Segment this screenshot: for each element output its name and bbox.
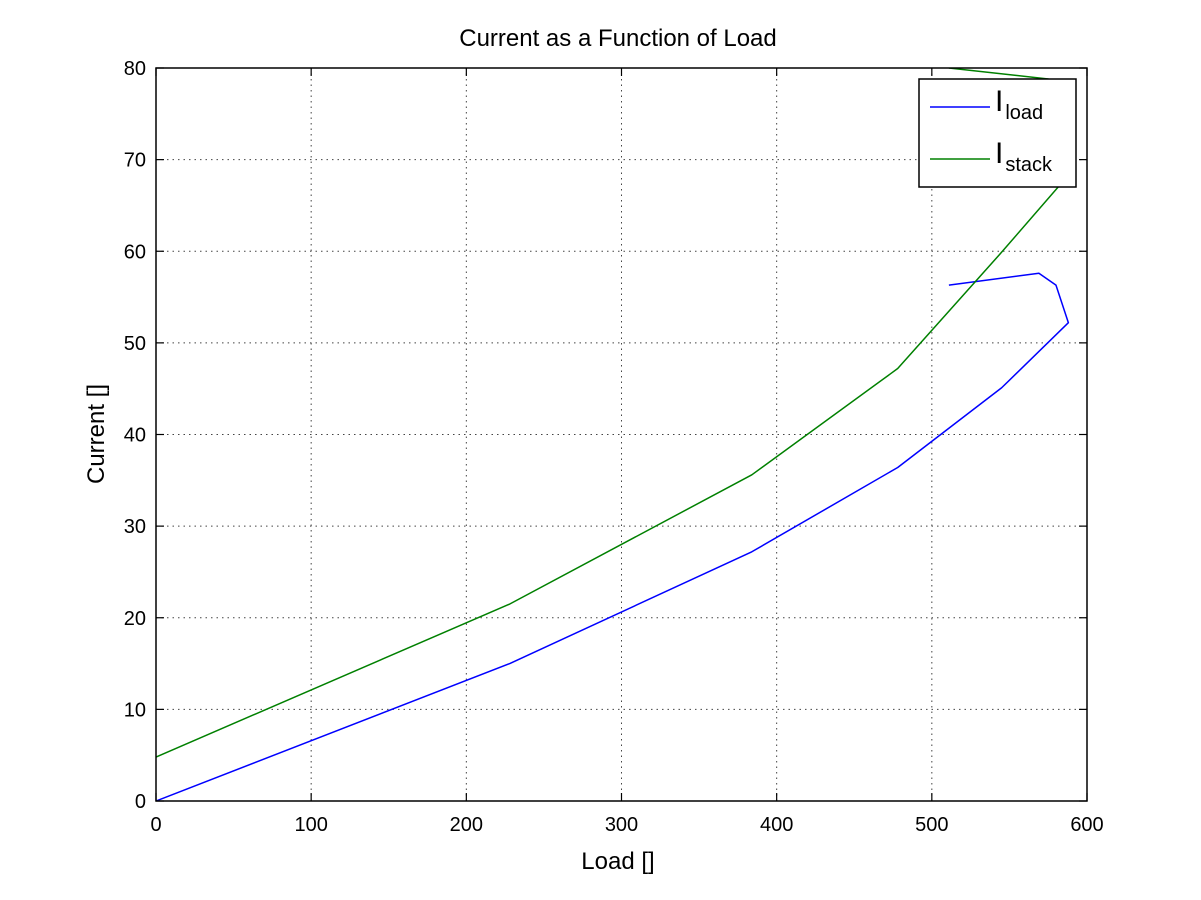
y-axis-label: Current [] <box>83 384 110 484</box>
x-tick-label: 600 <box>1070 814 1103 836</box>
y-tick-label: 0 <box>135 791 146 813</box>
y-tick-labels: 0 10 20 30 40 50 60 70 80 <box>124 58 146 813</box>
x-axis-label: Load [] <box>581 848 654 875</box>
y-tick-label: 30 <box>124 516 146 538</box>
chart-title: Current as a Function of Load <box>459 25 777 52</box>
ticks <box>155 67 1088 802</box>
legend-label-subscript: stack <box>1005 154 1053 176</box>
legend-label-main: I <box>995 85 1003 118</box>
y-tick-label: 50 <box>124 333 146 355</box>
y-tick-label: 80 <box>124 58 146 80</box>
legend-box <box>918 78 1077 188</box>
y-tick-label: 40 <box>124 425 146 447</box>
x-tick-label: 400 <box>760 814 793 836</box>
x-tick-label: 0 <box>150 814 161 836</box>
x-tick-label: 500 <box>915 814 948 836</box>
legend-label-subscript: load <box>1005 102 1043 124</box>
legend-label-main: I <box>995 137 1003 170</box>
x-tick-label: 300 <box>605 814 638 836</box>
x-tick-label: 100 <box>294 814 327 836</box>
series-line-load <box>156 272 1070 801</box>
y-tick-label: 70 <box>124 150 146 172</box>
y-tick-label: 60 <box>124 241 146 263</box>
x-tick-label: 200 <box>450 814 483 836</box>
x-tick-labels: 0 100 200 300 400 500 600 <box>150 814 1103 836</box>
y-tick-label: 10 <box>124 699 146 721</box>
y-tick-label: 20 <box>124 608 146 630</box>
